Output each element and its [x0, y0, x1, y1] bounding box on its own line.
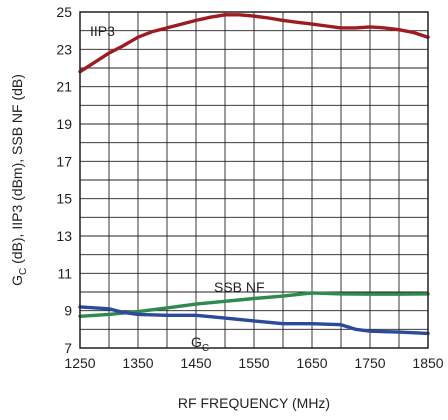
series-line-ssb-nf — [78, 291, 430, 318]
x-tick-labels: 1250 1350 1450 1550 1650 1750 1850 — [64, 355, 443, 371]
y-tick-label-19: 19 — [56, 116, 72, 132]
series-label-gc: GC — [191, 334, 209, 354]
series-group — [78, 13, 430, 336]
x-axis-title: RF FREQUENCY (MHz) — [178, 395, 330, 411]
x-tick-label-1550: 1550 — [238, 355, 269, 371]
y-tick-label-25: 25 — [56, 4, 72, 20]
y-tick-label-23: 23 — [56, 41, 72, 57]
y-tick-label-9: 9 — [64, 303, 72, 319]
y-tick-label-21: 21 — [56, 79, 72, 95]
y-axis-title: GC (dB), IIP3 (dBm), SSB NF (dB) — [9, 74, 29, 286]
y-tick-label-17: 17 — [56, 153, 72, 169]
y-tick-label-13: 13 — [56, 228, 72, 244]
x-tick-label-1850: 1850 — [412, 355, 443, 371]
y-tick-labels: 7 9 11 13 15 17 19 21 23 25 — [56, 4, 72, 356]
grid — [79, 11, 429, 349]
y-tick-label-11: 11 — [57, 265, 72, 281]
x-tick-label-1450: 1450 — [180, 355, 211, 371]
x-tick-label-1250: 1250 — [64, 355, 95, 371]
series-line-gc — [78, 305, 430, 336]
plot-frame — [79, 11, 429, 349]
x-tick-label-1650: 1650 — [296, 355, 327, 371]
series-line-iip3 — [78, 13, 430, 74]
y-tick-label-15: 15 — [56, 191, 72, 207]
x-tick-label-1350: 1350 — [122, 355, 153, 371]
series-label-iip3: IIP3 — [90, 23, 115, 39]
x-tick-label-1750: 1750 — [354, 355, 385, 371]
series-label-ssb-nf: SSB NF — [214, 279, 265, 295]
y-tick-label-7: 7 — [64, 340, 72, 356]
